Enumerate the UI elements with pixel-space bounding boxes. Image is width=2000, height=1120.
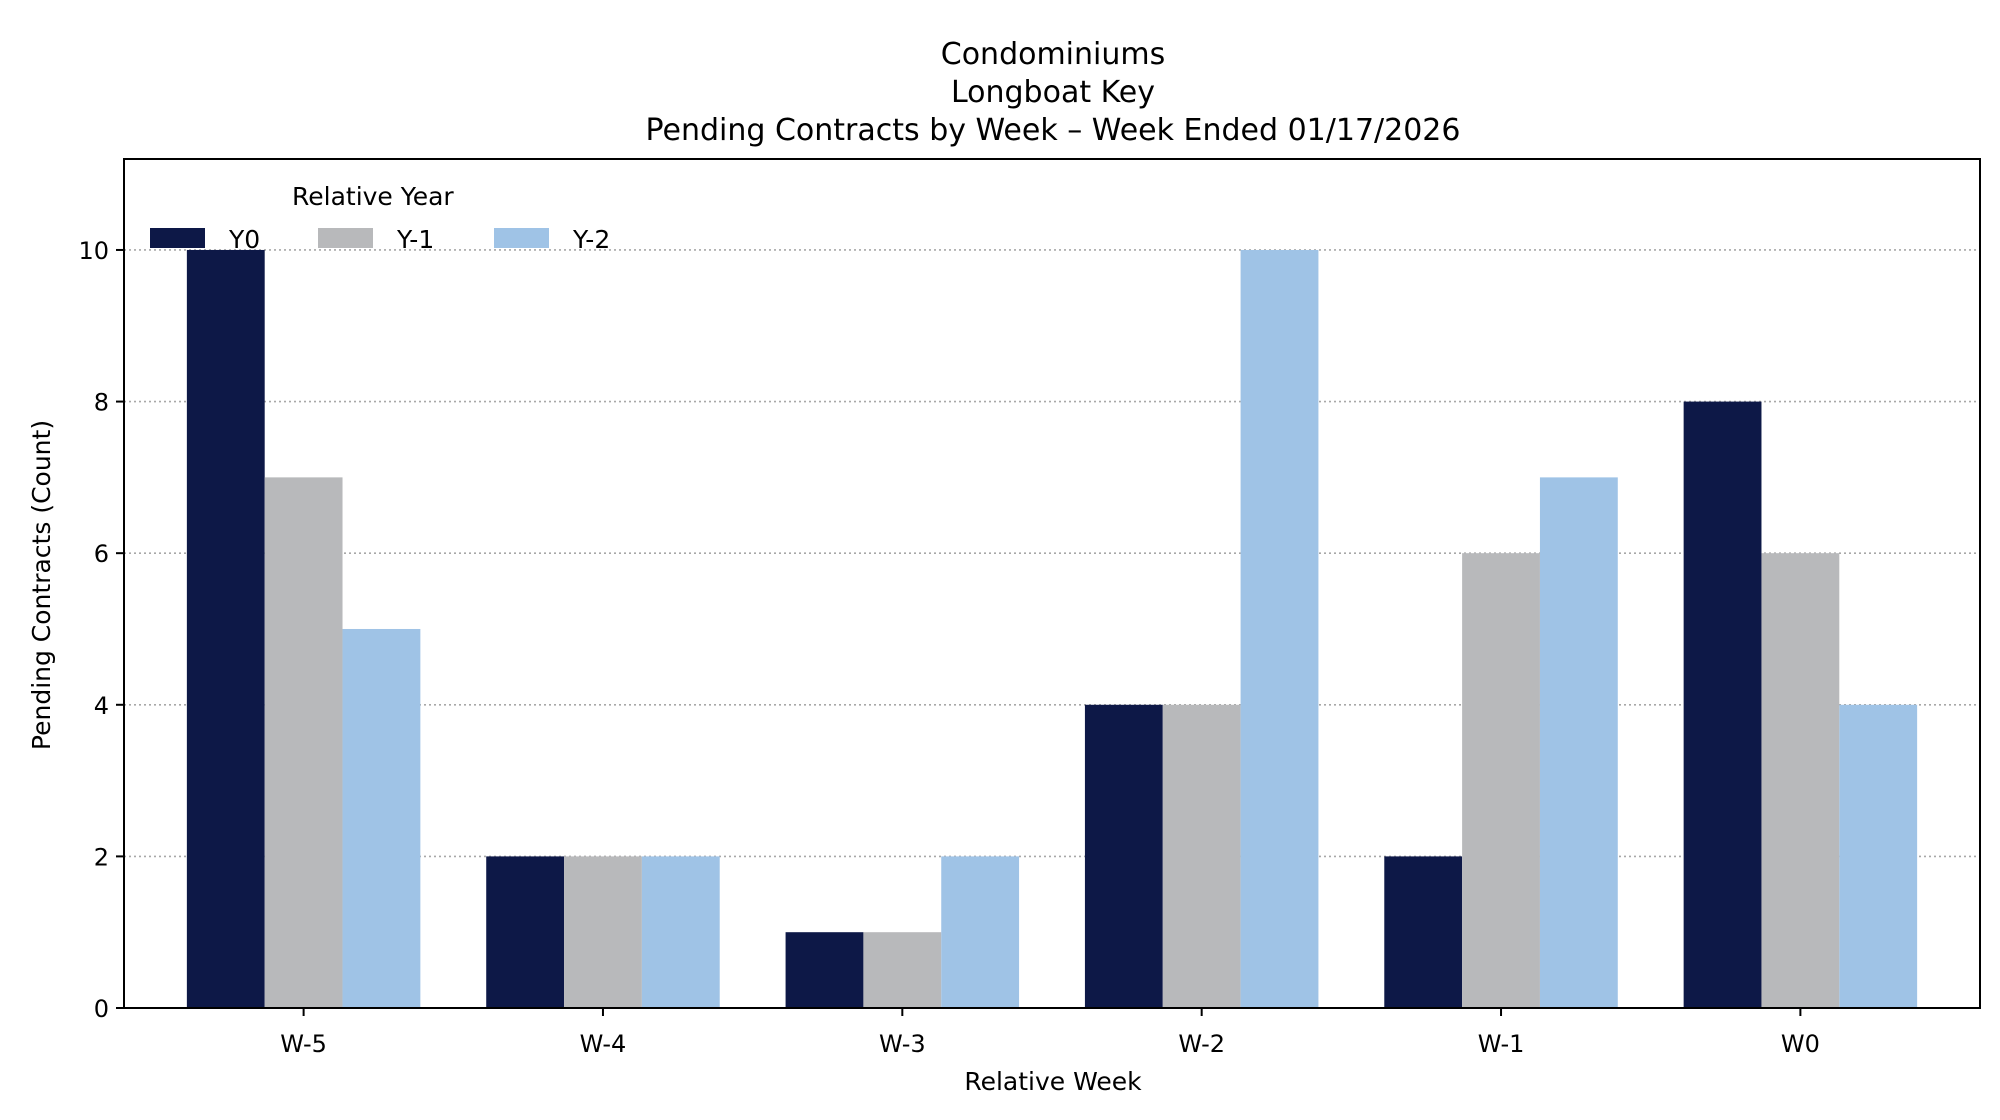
ticks: 0 2 4 6 8 10 W-5 W-4 W-3 W-2 W-1 W0 bbox=[78, 237, 1819, 1058]
bar-y0-w0 bbox=[1683, 401, 1762, 1009]
y-tick-label: 10 bbox=[78, 237, 109, 265]
legend-swatch-y-1 bbox=[318, 228, 373, 248]
title-line-1: Condominiums bbox=[941, 37, 1166, 72]
y-tick-label: 6 bbox=[94, 540, 109, 568]
x-tick-label: W-5 bbox=[280, 1030, 327, 1058]
bar-y-1-w-3 bbox=[863, 932, 942, 1008]
bar-y0-w-3 bbox=[785, 932, 864, 1008]
bar-y-1-w-2 bbox=[1162, 704, 1241, 1008]
bar-y0-w-1 bbox=[1384, 856, 1463, 1008]
title-line-2: Longboat Key bbox=[951, 75, 1155, 110]
plot-frame bbox=[123, 158, 1981, 1009]
x-axis-label: Relative Week bbox=[964, 1067, 1142, 1096]
bars bbox=[186, 249, 1918, 1009]
legend-label-y0: Y0 bbox=[228, 225, 260, 254]
bar-y-1-w-1 bbox=[1462, 553, 1540, 1008]
x-tick-label: W-4 bbox=[580, 1030, 627, 1058]
x-tick-label: W-2 bbox=[1178, 1030, 1225, 1058]
bar-y-1-w-4 bbox=[564, 856, 642, 1008]
legend-label-y-2: Y-2 bbox=[572, 225, 610, 254]
legend-swatch-y0 bbox=[150, 228, 205, 248]
y-tick-label: 0 bbox=[94, 995, 109, 1023]
legend-label-y-1: Y-1 bbox=[396, 225, 434, 254]
legend: Relative Year Y0 Y-1 Y-2 bbox=[150, 182, 610, 254]
y-tick-label: 4 bbox=[94, 692, 109, 720]
x-tick-label: W-3 bbox=[879, 1030, 926, 1058]
legend-title: Relative Year bbox=[292, 182, 454, 211]
chart-title: Condominiums Longboat Key Pending Contra… bbox=[646, 37, 1461, 148]
bar-y0-w-5 bbox=[186, 249, 265, 1008]
bar-y0-w-4 bbox=[486, 856, 565, 1008]
bar-y-2-w0 bbox=[1839, 704, 1918, 1008]
bar-y-1-w0 bbox=[1761, 553, 1840, 1008]
legend-swatch-y-2 bbox=[494, 228, 549, 248]
x-tick-label: W-1 bbox=[1478, 1030, 1525, 1058]
axes bbox=[123, 158, 1981, 1009]
y-axis-label: Pending Contracts (Count) bbox=[27, 420, 56, 750]
bar-y-1-w-5 bbox=[264, 477, 343, 1008]
x-tick-label: W0 bbox=[1781, 1030, 1820, 1058]
bar-y-2-w-3 bbox=[941, 856, 1020, 1008]
y-tick-label: 2 bbox=[94, 843, 109, 871]
bar-y-2-w-5 bbox=[342, 628, 421, 1008]
bar-y-2-w-2 bbox=[1240, 249, 1319, 1008]
y-tick-label: 8 bbox=[94, 389, 109, 417]
title-line-3: Pending Contracts by Week – Week Ended 0… bbox=[646, 113, 1461, 148]
bar-y-2-w-4 bbox=[641, 856, 720, 1008]
gridlines bbox=[124, 249, 1980, 858]
bar-y-2-w-1 bbox=[1539, 477, 1618, 1008]
bar-y0-w-2 bbox=[1084, 704, 1163, 1008]
